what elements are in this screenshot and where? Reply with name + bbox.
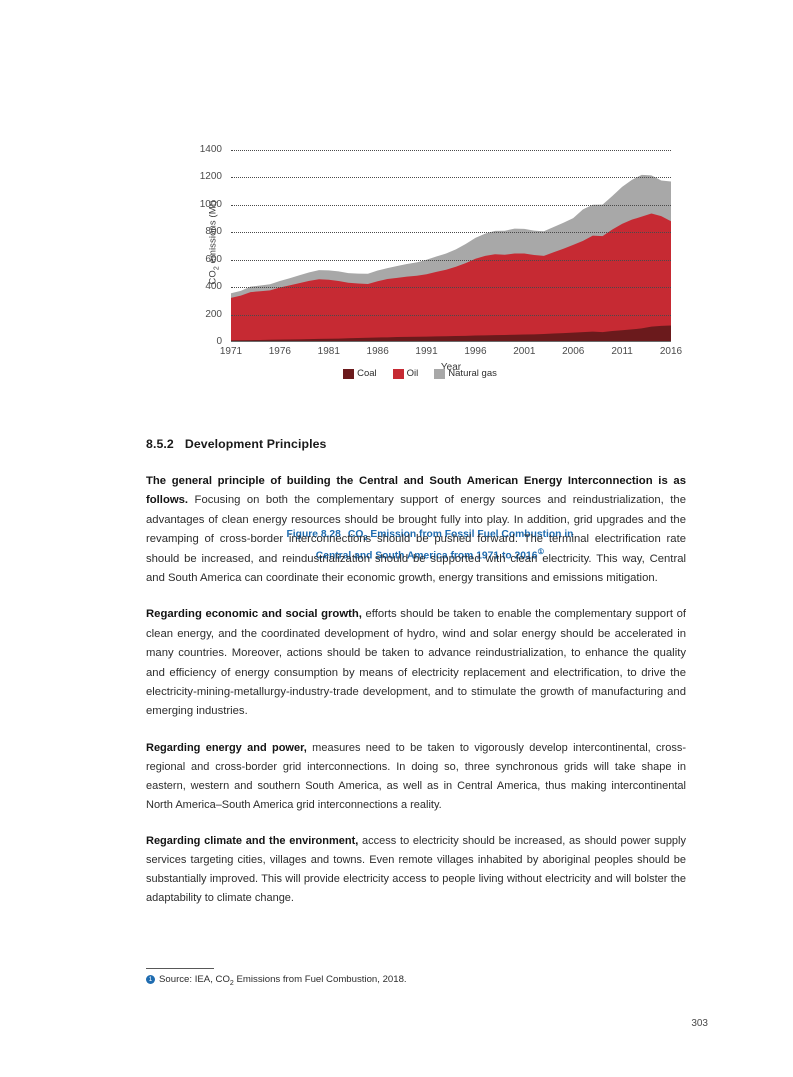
chart-x-axis-ticks: 1971 1976 1981 1986 1991 1996 2001 2006 2011 2016 <box>220 346 682 362</box>
figure-caption-footnote-marker: ① <box>537 547 545 557</box>
gridline <box>231 177 671 179</box>
paragraph-1-body: Focusing on both the complementary suppo… <box>146 494 686 585</box>
footnote: 1 Source: IEA, CO2 Emissions from Fuel Co… <box>146 973 686 991</box>
footnote-marker: 1 <box>146 975 155 984</box>
paragraph-2: Regarding economic and social growth, ef… <box>146 605 686 721</box>
gridline <box>231 150 671 151</box>
x-axis-tick-label: 2011 <box>611 346 633 357</box>
chart-series-svg <box>231 174 671 342</box>
y-axis-tick-label: 800 <box>205 226 222 238</box>
section-heading: 8.5.2 Development Principles <box>146 437 326 451</box>
x-axis-tick-label: 2006 <box>562 346 585 357</box>
paragraph-4: Regarding climate and the environment, a… <box>146 832 686 908</box>
x-axis-tick-label: 1996 <box>464 346 487 357</box>
legend-item-coal: Coal <box>343 368 377 379</box>
paragraph-1: The general principle of building the Ce… <box>146 472 686 588</box>
stacked-area-chart: CO2 emissions (Mt) 0 200 400 600 800 1000 1200… <box>155 140 685 390</box>
figure-caption-number: Figure 8.28 <box>286 529 341 540</box>
y-axis-tick-label: 0 <box>216 336 222 347</box>
legend-swatch <box>434 368 446 379</box>
paragraph-2-body: efforts should be taken to enable the co… <box>146 608 686 718</box>
y-axis-tick-label: 400 <box>205 281 222 293</box>
legend-label: Coal <box>357 368 377 379</box>
figure-caption: Figure 8.28 CO2 Emission from Fossil Fuel… <box>240 528 620 563</box>
figure-8-28: CO2 emissions (Mt) 0 200 400 600 800 1000 1200… <box>140 140 700 562</box>
paragraph-4-lead: Regarding climate and the environment, <box>146 834 359 847</box>
paragraph-3: Regarding energy and power, measures nee… <box>146 739 686 815</box>
chart-legend: Coal Oil Natural gas <box>155 368 685 379</box>
footnote-text-before: Source: IEA, CO <box>159 974 230 985</box>
page-number: 303 <box>691 1018 708 1029</box>
y-axis-tick-label: 1000 <box>199 198 222 210</box>
gridline <box>231 204 671 206</box>
x-axis-tick-label: 1986 <box>366 346 389 357</box>
gridline <box>231 259 671 261</box>
legend-label: Oil <box>406 368 419 379</box>
gridline <box>231 314 671 316</box>
x-axis-tick-label: 1976 <box>268 346 291 357</box>
area-series-coal <box>231 325 671 342</box>
section-title: Development Principles <box>184 437 327 451</box>
x-axis-tick-label: 1991 <box>415 346 438 357</box>
y-axis-tick-label: 1400 <box>199 144 222 155</box>
paragraph-3-body: measures need to be taken to vigorously … <box>146 741 686 811</box>
legend-item-oil: Oil <box>392 368 419 379</box>
legend-label: Natural gas <box>448 368 497 379</box>
gridline <box>231 287 671 289</box>
figure-caption-line2: Central and South America from 1971 to 2… <box>315 550 538 562</box>
x-axis-tick-label: 2001 <box>513 346 536 357</box>
body-content: The general principle of building the Ce… <box>146 472 686 925</box>
y-axis-tick-label: 1200 <box>199 171 222 183</box>
x-axis-tick-label: 1971 <box>219 346 243 357</box>
legend-item-natural-gas: Natural gas <box>434 368 497 379</box>
section-number: 8.5.2 <box>146 437 174 451</box>
chart-x-axis-line <box>231 341 671 342</box>
y-axis-label-text: CO2 emissions (Mt) <box>207 200 221 285</box>
x-axis-tick-label: 1981 <box>317 346 340 357</box>
paragraph-2-lead: Regarding economic and social growth, <box>146 608 362 621</box>
gridline <box>231 232 671 234</box>
chart-plot-area: 0 200 400 600 800 1000 1200 1400 <box>200 145 671 347</box>
legend-swatch <box>392 368 404 379</box>
y-axis-tick-label: 600 <box>205 253 222 265</box>
paragraph-1-lead: The general principle of building the Ce… <box>146 475 686 507</box>
figure-caption-line1: CO2 Emission from Fossil Fuel Combustion… <box>347 529 574 543</box>
area-series-oil <box>231 213 671 342</box>
y-axis-tick-label: 200 <box>205 308 222 320</box>
footnote-subscript: 2 <box>229 979 234 987</box>
chart-x-axis-label: Year <box>440 362 462 373</box>
footnote-separator <box>146 968 214 969</box>
legend-swatch <box>343 368 355 379</box>
paragraph-3-lead: Regarding energy and power, <box>146 741 307 754</box>
x-axis-tick-label: 2016 <box>659 346 683 357</box>
footnote-text-after: Emissions from Fuel Combustion, 2018. <box>233 974 407 985</box>
paragraph-4-body: access to electricity should be increase… <box>146 834 686 904</box>
